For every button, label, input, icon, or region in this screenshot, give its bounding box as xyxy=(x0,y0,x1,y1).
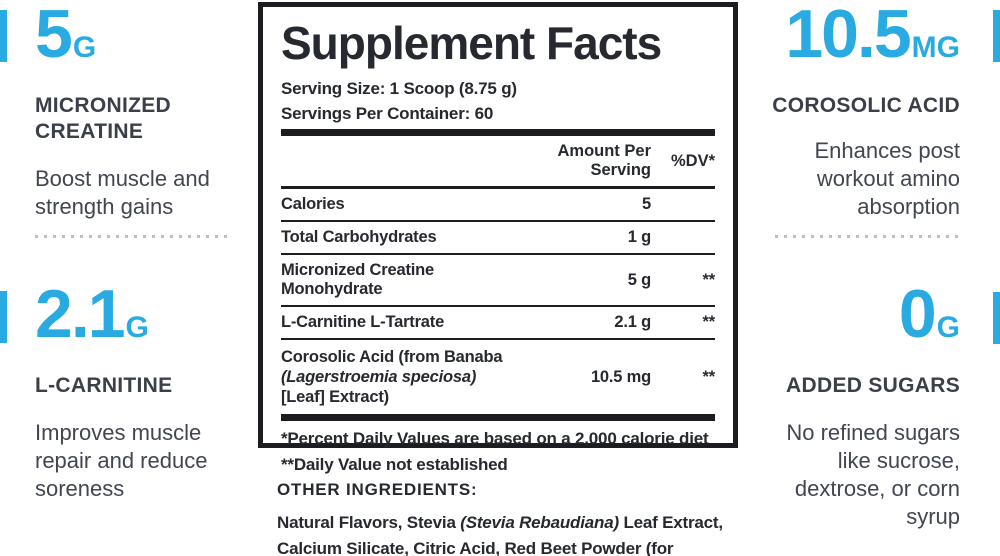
stat-corosolic-acid: 10.5MG COROSOLIC ACID Enhances post work… xyxy=(755,0,960,221)
accent-bar xyxy=(993,292,1000,344)
other-ingredients-text: Natural Flavors, Stevia (Stevia Rebaudia… xyxy=(277,510,729,556)
stat-micronized-creatine: 5G MICRONIZED CREATINE Boost muscle and … xyxy=(35,0,240,221)
row-name: Calories xyxy=(281,195,345,213)
panel-title: Supplement Facts xyxy=(281,17,662,69)
stat-number: 10.5 xyxy=(785,0,911,72)
stat-unit: G xyxy=(72,31,97,64)
accent-bar xyxy=(0,10,7,62)
table-row: Micronized Creatine Monohydrate 5 g ** xyxy=(281,255,715,307)
table-row: Calories 5 xyxy=(281,189,715,222)
dotted-divider xyxy=(35,235,229,238)
stat-value: 2.1G xyxy=(35,280,240,362)
stat-description: Improves muscle repair and reduce sorene… xyxy=(35,420,208,501)
stat-unit: MG xyxy=(911,31,960,64)
stat-description: No refined sugars like sucrose, dextrose… xyxy=(786,420,960,529)
column-header-amount: Amount Per Serving xyxy=(557,142,651,179)
other-ingredients-heading: OTHER INGREDIENTS: xyxy=(277,480,478,499)
row-amount: 1 g xyxy=(627,228,651,246)
footnote-dv-not-established: **Daily Value not established xyxy=(281,455,508,474)
oi-text-part1: Natural Flavors, Stevia xyxy=(277,513,461,532)
row-name: L-Carnitine L-Tartrate xyxy=(281,313,445,331)
thick-rule xyxy=(281,414,715,421)
accent-bar xyxy=(993,10,1000,62)
row-dv: ** xyxy=(702,313,716,331)
footnote-percent-dv: *Percent Daily Values are based on a 2,0… xyxy=(281,429,709,448)
column-header-dv: %DV* xyxy=(670,151,715,170)
accent-bar xyxy=(0,291,7,343)
stat-added-sugars: 0G ADDED SUGARS No refined sugars like s… xyxy=(755,280,960,531)
stat-unit: G xyxy=(125,311,149,344)
stat-description: Boost muscle and strength gains xyxy=(35,166,210,219)
row-name: Total Carbohydrates xyxy=(281,228,437,246)
row-amount: 2.1 g xyxy=(614,313,651,331)
supplement-facts-panel: Supplement Facts Serving Size: 1 Scoop (… xyxy=(258,2,738,474)
serving-size: Serving Size: 1 Scoop (8.75 g) xyxy=(281,79,517,98)
stat-l-carnitine: 2.1G L-CARNITINE Improves muscle repair … xyxy=(35,280,240,503)
table-row: L-Carnitine L-Tartrate 2.1 g ** xyxy=(281,307,715,340)
row-name-line2: (Lagerstroemia speciosa) xyxy=(281,368,477,386)
oi-text-italic: (Stevia Rebaudiana) xyxy=(460,513,619,532)
servings-per-container: Servings Per Container: 60 xyxy=(281,104,494,123)
stat-title: MICRONIZED CREATINE xyxy=(35,94,171,143)
oi-text-part2: Leaf Extract, Calcium Silicate, Citric A… xyxy=(277,513,723,556)
stat-value: 10.5MG xyxy=(755,0,960,82)
row-name: Micronized Creatine Monohydrate xyxy=(281,261,434,298)
row-amount: 5 g xyxy=(627,270,651,289)
row-amount: 10.5 mg xyxy=(590,367,651,386)
stat-description: Enhances post workout amino absorption xyxy=(814,138,960,219)
stat-number: 5 xyxy=(35,0,73,72)
table-row: Total Carbohydrates 1 g xyxy=(281,222,715,255)
stat-number: 0 xyxy=(898,276,937,352)
stat-title: ADDED SUGARS xyxy=(786,374,960,397)
stat-value: 0G xyxy=(755,280,960,362)
row-dv: ** xyxy=(702,367,716,386)
row-name-line1: Corosolic Acid (from Banaba xyxy=(281,348,503,366)
stat-number: 2.1 xyxy=(35,276,126,352)
table-header: Amount Per Serving %DV* xyxy=(281,136,715,189)
table-row: Corosolic Acid (from Banaba (Lagerstroem… xyxy=(281,340,715,414)
stat-title: COROSOLIC ACID xyxy=(772,94,960,117)
other-ingredients: OTHER INGREDIENTS: Natural Flavors, Stev… xyxy=(277,480,729,556)
row-dv: ** xyxy=(702,270,716,289)
stat-unit: G xyxy=(936,311,960,344)
row-name: Corosolic Acid (from Banaba (Lagerstroem… xyxy=(281,347,536,407)
row-amount: 5 xyxy=(642,195,651,213)
dotted-divider xyxy=(775,235,963,238)
thick-rule xyxy=(281,129,715,136)
row-name-line3: [Leaf] Extract) xyxy=(281,388,389,406)
stat-value: 5G xyxy=(35,0,240,82)
stat-title: L-CARNITINE xyxy=(35,374,173,397)
